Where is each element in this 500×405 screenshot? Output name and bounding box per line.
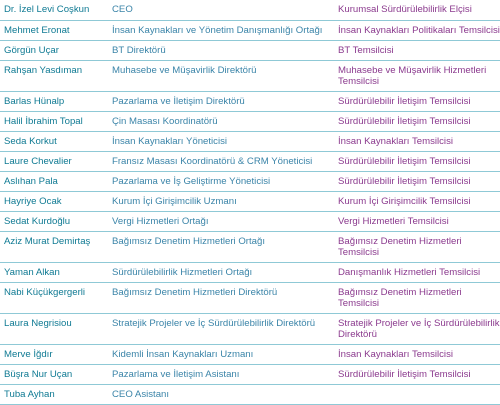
job-title: Stratejik Projeler ve İç Sürdürülebilirl… (112, 317, 316, 329)
person-name: Tuba Ayhan (4, 388, 55, 400)
table-row: Merve İğdır Kidemli İnsan Kaynakları Uzm… (0, 344, 500, 364)
job-title: Bağımsız Denetim Hizmetleri Ortağı (112, 235, 266, 247)
table-row: Laure Chevalier Fransız Masası Koordinat… (0, 151, 500, 171)
job-title: Sürdürülebilirlik Hizmetleri Ortağı (112, 266, 253, 278)
job-title: CEO (112, 4, 133, 15)
job-title: İnsan Kaynakları Yöneticisi (112, 135, 228, 147)
person-name: Görgün Uçar (4, 44, 59, 56)
table-row: Görgün Uçar BT Direktörü BT Temsilcisi (0, 40, 500, 60)
person-name: Halil İbrahim Topal (4, 115, 83, 127)
job-title: Vergi Hizmetleri Ortağı (112, 215, 209, 227)
table-row: Laura Negrisiou Stratejik Projeler ve İç… (0, 313, 500, 344)
table-row: Sedat Kurdoğlu Vergi Hizmetleri Ortağı V… (0, 211, 500, 231)
sustainability-role: Danışmanlık Hizmetleri Temsilcisi (338, 266, 481, 278)
sustainability-role: İnsan Kaynakları Temsilcisi (338, 348, 453, 360)
job-title: CEO Asistanı (112, 388, 170, 400)
person-name: Aslıhan Pala (4, 175, 58, 187)
sustainability-role (334, 384, 500, 404)
table-row: Seda Korkut İnsan Kaynakları Yöneticisi … (0, 131, 500, 151)
sustainability-role: Kurumsal Sürdürülebilirlik Elçisi (338, 4, 472, 15)
job-title: Bağımsız Denetim Hizmetleri Direktörü (112, 286, 278, 298)
job-title: Muhasebe ve Müşavirlik Direktörü (112, 64, 257, 76)
table-row: Hayriye Ocak Kurum İçi Girişimcilik Uzma… (0, 191, 500, 211)
table-row: Barlas Hünalp Pazarlama ve İletişim Dire… (0, 91, 500, 111)
job-title: BT Direktörü (112, 44, 166, 56)
table-row: Yaman Alkan Sürdürülebilirlik Hizmetleri… (0, 262, 500, 282)
person-name: Büşra Nur Uçan (4, 368, 73, 380)
table-row: Tuba Ayhan CEO Asistanı (0, 384, 500, 404)
table-row: Mehmet Eronat İnsan Kaynakları ve Yöneti… (0, 20, 500, 40)
job-title: Çin Masası Koordinatörü (112, 115, 218, 127)
job-title: Kidemli İnsan Kaynakları Uzmanı (112, 348, 254, 360)
person-name: Merve İğdır (4, 348, 53, 360)
sustainability-role: Sürdürülebilir İletişim Temsilcisi (338, 115, 471, 127)
job-title: İnsan Kaynakları ve Yönetim Danışmanlığı… (112, 24, 323, 36)
person-name: Barlas Hünalp (4, 95, 65, 107)
job-title: Pazarlama ve İş Geliştirme Yöneticisi (112, 175, 271, 187)
person-name: Yaman Alkan (4, 266, 60, 278)
person-name: Hayriye Ocak (4, 195, 62, 207)
job-title: Kurum İçi Girişimcilik Uzmanı (112, 195, 237, 207)
table-row: Halil İbrahim Topal Çin Masası Koordinat… (0, 111, 500, 131)
sustainability-role: İnsan Kaynakları Politikaları Temsilcisi (338, 24, 500, 36)
table-row: Dr. İzel Levi Coşkun CEO Kurumsal Sürdür… (0, 0, 500, 20)
person-name: Aziz Murat Demirtaş (4, 235, 91, 247)
sustainability-role: Sürdürülebilir İletişim Temsilcisi (338, 368, 471, 380)
person-name: Dr. İzel Levi Coşkun (4, 4, 90, 15)
person-name: Laure Chevalier (4, 155, 72, 167)
sustainability-role: Sürdürülebilir İletişim Temsilcisi (338, 155, 471, 167)
person-name: Rahşan Yasdıman (4, 64, 83, 76)
sustainability-role: Bağımsız Denetim Hizmetleri Temsilcisi (338, 286, 462, 309)
table-row: Aziz Murat Demirtaş Bağımsız Denetim Hiz… (0, 231, 500, 262)
person-name: Laura Negrisiou (4, 317, 72, 329)
sustainability-role: İnsan Kaynakları Temsilcisi (338, 135, 453, 147)
sustainability-role: Sürdürülebilir İletişim Temsilcisi (338, 95, 471, 107)
table-row: Nabi Küçükgergerli Bağımsız Denetim Hizm… (0, 282, 500, 313)
person-name: Nabi Küçükgergerli (4, 286, 86, 298)
table-row: Rahşan Yasdıman Muhasebe ve Müşavirlik D… (0, 60, 500, 91)
sustainability-role: Sürdürülebilir İletişim Temsilcisi (338, 175, 471, 187)
sustainability-role: Bağımsız Denetim Hizmetleri Temsilcisi (338, 235, 462, 258)
job-title: Pazarlama ve İletişim Direktörü (112, 95, 245, 107)
sustainability-role: Muhasebe ve Müşavirlik Hizmetleri Temsil… (338, 64, 487, 87)
sustainability-role: Kurum İçi Girişimcilik Temsilcisi (338, 195, 471, 207)
sustainability-role: BT Temsilcisi (338, 44, 394, 56)
table-row: Aslıhan Pala Pazarlama ve İş Geliştirme … (0, 171, 500, 191)
person-name: Mehmet Eronat (4, 24, 70, 36)
job-title: Pazarlama ve İletişim Asistanı (112, 368, 240, 380)
person-name: Sedat Kurdoğlu (4, 215, 71, 227)
table-row: Büşra Nur Uçan Pazarlama ve İletişim Asi… (0, 364, 500, 384)
person-name: Seda Korkut (4, 135, 57, 147)
sustainability-role: Stratejik Projeler ve İç Sürdürülebilirl… (338, 317, 500, 340)
job-title: Fransız Masası Koordinatörü & CRM Yöneti… (112, 155, 313, 167)
sustainability-role: Vergi Hizmetleri Temsilcisi (338, 215, 449, 227)
